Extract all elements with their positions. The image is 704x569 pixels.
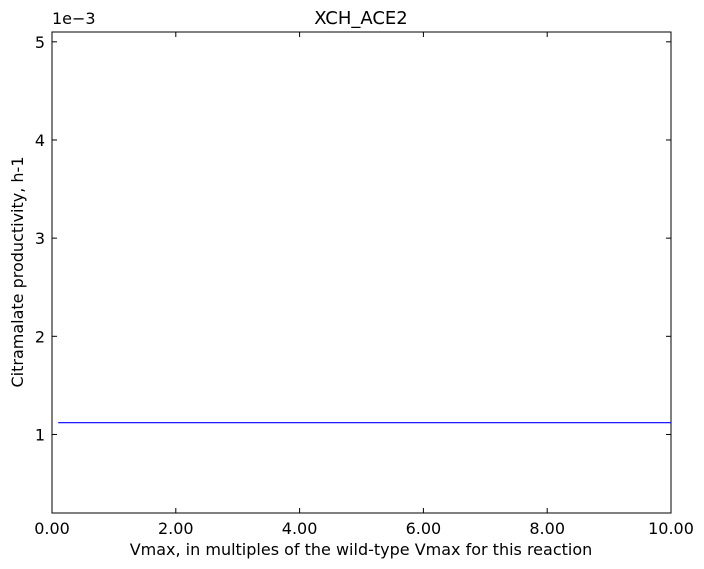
y-tick-label: 3: [35, 229, 45, 248]
x-tick-label: 6.00: [406, 519, 442, 538]
x-tick-label: 10.00: [648, 519, 694, 538]
chart-title: XCH_ACE2: [314, 8, 408, 29]
y-axis-ticks: 1 2 3 4 5: [35, 33, 671, 444]
y-tick-label: 2: [35, 327, 45, 346]
x-axis-ticks: 0.00 2.00 4.00 6.00 8.00 10.00: [34, 32, 694, 538]
plot-area: [51, 31, 672, 514]
x-tick-label: 8.00: [529, 519, 565, 538]
x-tick-label: 4.00: [282, 519, 318, 538]
x-axis-label: Vmax, in multiples of the wild-type Vmax…: [130, 540, 593, 559]
axes-frame: [51, 31, 672, 514]
x-tick-label: 0.00: [34, 519, 70, 538]
y-tick-label: 5: [35, 33, 45, 52]
x-tick-label: 2.00: [158, 519, 194, 538]
y-offset-label: 1e−3: [52, 9, 96, 28]
y-tick-label: 1: [35, 425, 45, 444]
y-axis-label: Citramalate productivity, h-1: [8, 156, 27, 387]
y-tick-label: 4: [35, 131, 45, 150]
